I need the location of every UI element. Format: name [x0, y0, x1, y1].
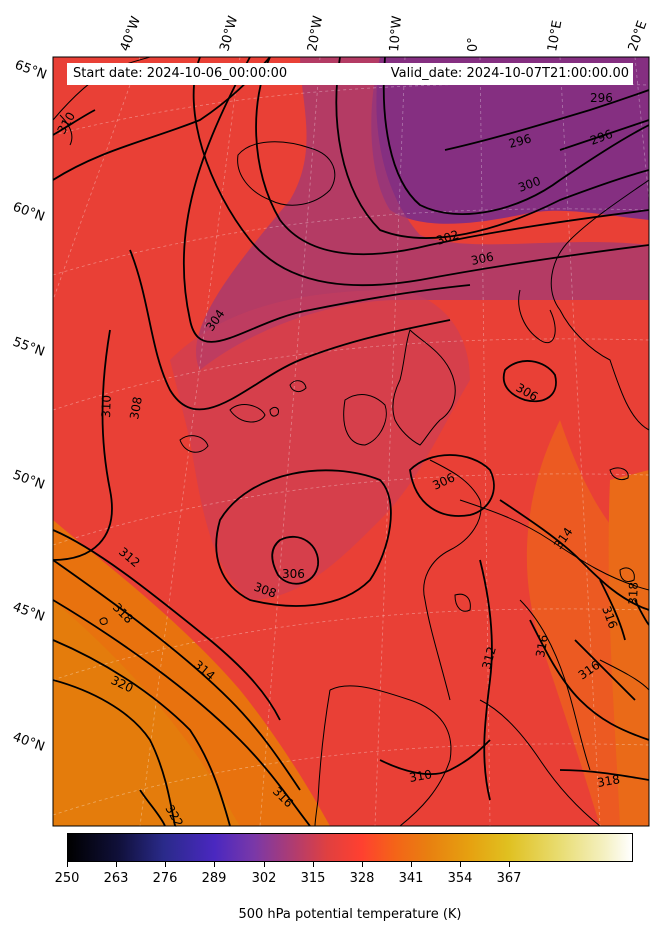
colorbar-tick-mark: [214, 862, 215, 867]
map-field: [53, 57, 649, 826]
latitude-label: 50°N: [11, 468, 47, 493]
valid-date-label: Valid_date: 2024-10-07T21:00:00.00: [390, 66, 629, 81]
contour-label: 318: [626, 582, 641, 605]
colorbar-tick-label: 250: [54, 871, 80, 886]
start-date-label: Start date: 2024-10-06_00:00:00: [73, 66, 288, 81]
contour-label: 310: [99, 395, 114, 418]
colorbar-tick-label: 302: [251, 871, 277, 886]
contour-label: 318: [596, 772, 621, 790]
longitude-label: 30°W: [217, 14, 241, 53]
colorbar: [67, 833, 633, 862]
graticule: [53, 57, 649, 826]
longitude-label: 20°E: [626, 19, 651, 54]
colorbar-tick-mark: [362, 862, 363, 867]
contour-label: 308: [127, 396, 145, 421]
map-frame: [52, 56, 650, 827]
colorbar-title: 500 hPa potential temperature (K): [238, 907, 462, 922]
longitude-label: 0°: [466, 37, 481, 52]
colorbar-tick-mark: [67, 862, 68, 867]
colorbar-tick-mark: [509, 862, 510, 867]
colorbar-tick-label: 276: [152, 871, 178, 886]
contour-label: 302: [435, 227, 461, 247]
longitude-label: 10°W: [387, 15, 405, 52]
contour-lines: [53, 57, 649, 826]
colorbar-tick-label: 341: [398, 871, 424, 886]
contour-label: 306: [282, 567, 305, 581]
contour-label: 296: [590, 91, 613, 105]
contour-label: 312: [479, 645, 498, 671]
colorbar-tick-label: 328: [349, 871, 375, 886]
contour-label: 296: [507, 131, 533, 150]
latitude-label: 55°N: [11, 335, 47, 360]
colorbar-tick-label: 263: [103, 871, 129, 886]
colorbar-tick-label: 354: [447, 871, 473, 886]
longitude-label: 20°W: [305, 15, 326, 53]
colorbar-tick-mark: [116, 862, 117, 867]
date-header: Start date: 2024-10-06_00:00:00 Valid_da…: [67, 63, 633, 85]
colorbar-tick-mark: [411, 862, 412, 867]
latitude-label: 45°N: [11, 600, 47, 625]
contour-label: 310: [408, 767, 433, 785]
colorbar-tick-mark: [264, 862, 265, 867]
latitude-label: 65°N: [13, 58, 49, 83]
colorbar-tick-mark: [460, 862, 461, 867]
contour-label: 306: [470, 249, 495, 267]
latitude-label: 60°N: [11, 200, 47, 225]
latitude-label: 40°N: [11, 730, 47, 755]
contour-label: 316: [533, 634, 551, 659]
colorbar-tick-mark: [313, 862, 314, 867]
colorbar-tick-mark: [165, 862, 166, 867]
longitude-labels: 40°W 30°W 20°W 10°W 0° 10°E 20°E: [118, 14, 651, 53]
colorbar-tick-label: 367: [496, 871, 522, 886]
latitude-labels: 65°N 60°N 55°N 50°N 45°N 40°N: [11, 58, 49, 755]
longitude-label: 10°E: [545, 19, 565, 52]
longitude-label: 40°W: [118, 14, 144, 53]
colorbar-tick-label: 315: [300, 871, 326, 886]
colorbar-tick-label: 289: [201, 871, 227, 886]
coastlines: [53, 57, 649, 826]
